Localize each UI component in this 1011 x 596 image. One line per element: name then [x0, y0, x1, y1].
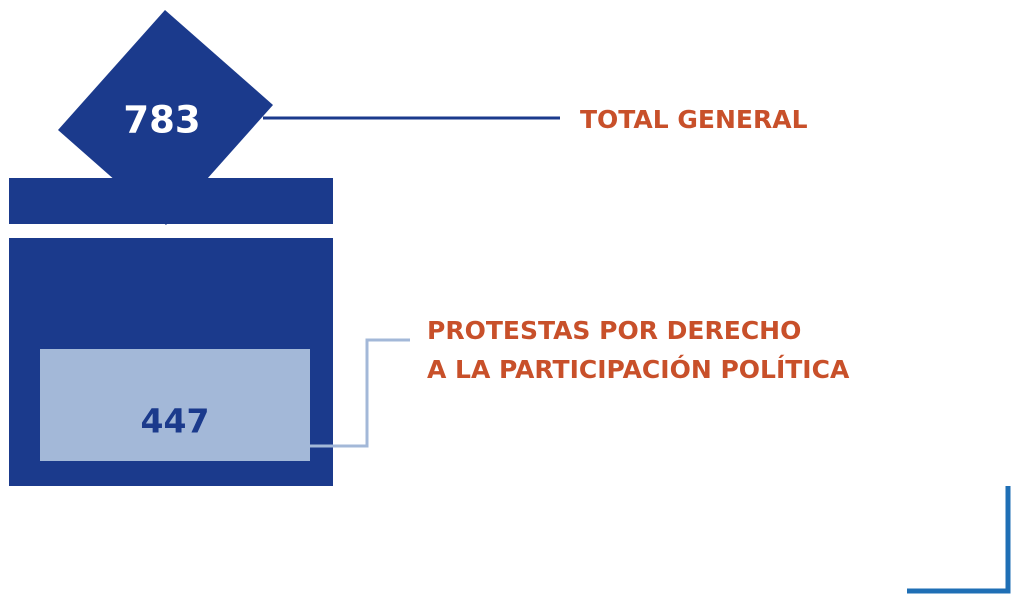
total-label: TOTAL GENERAL: [580, 105, 808, 134]
subset-connector: [310, 338, 410, 448]
subset-panel: [40, 349, 310, 461]
total-value: 783: [123, 99, 200, 142]
box-lid: [9, 178, 333, 224]
corner-bracket: [907, 486, 1011, 594]
subset-value: 447: [141, 402, 210, 441]
subset-label: A LA PARTICIPACIÓN POLÍTICA: [427, 354, 850, 384]
ballot-diamond: [58, 10, 273, 225]
subset-label: PROTESTAS POR DERECHO: [427, 316, 801, 345]
